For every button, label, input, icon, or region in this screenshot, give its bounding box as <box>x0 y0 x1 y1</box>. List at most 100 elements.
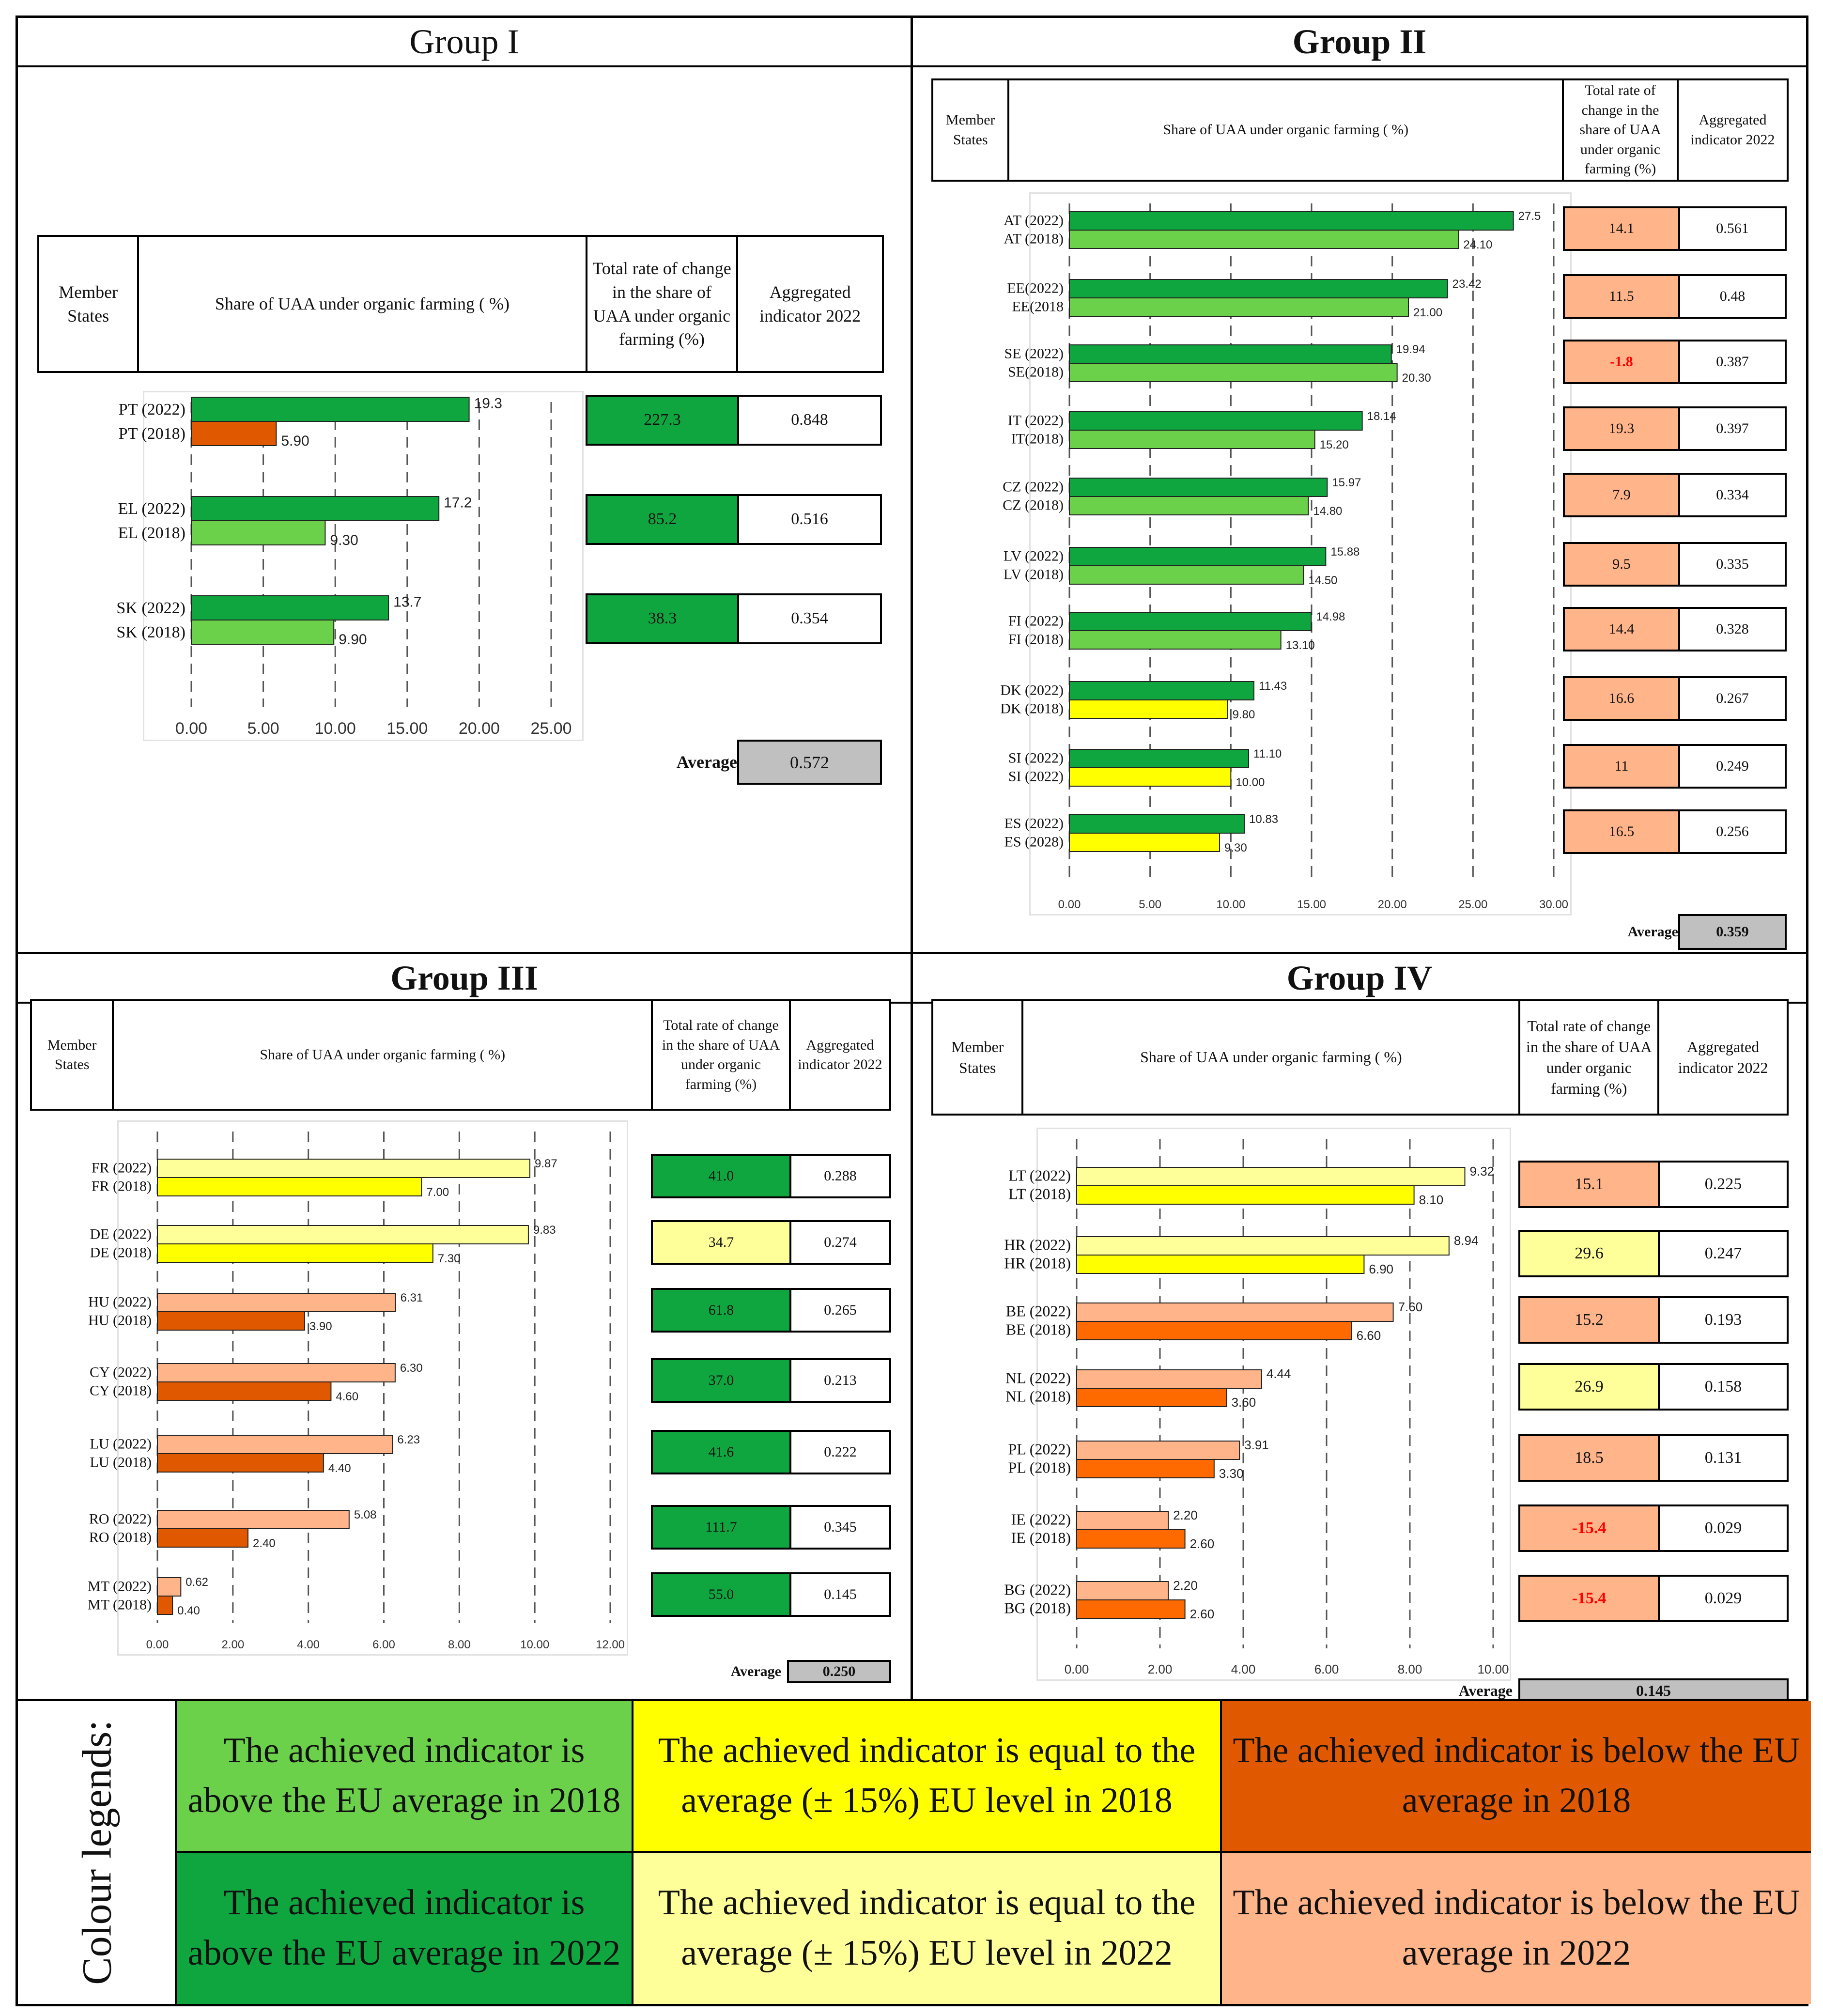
indicator-row: 26.9 0.158 <box>1518 1363 1789 1411</box>
indicator-row: 38.3 0.354 <box>586 593 882 644</box>
group-4-panel: Group IV Member States Share of UAA under… <box>911 952 1808 1703</box>
category-label-2022: SK (2022) <box>116 599 185 617</box>
category-label-2018: AT (2018) <box>1004 231 1064 247</box>
share-header: Share of UAA under organic farming ( %) <box>139 237 587 371</box>
data-label-2022: 10.83 <box>1249 813 1278 826</box>
legend-above-2022: The achieved indicator is above the EU a… <box>177 1852 633 2004</box>
data-label-2018: 14.50 <box>1308 574 1337 587</box>
data-label-2022: 7.60 <box>1398 1300 1423 1314</box>
x-tick-label: 2.00 <box>221 1638 244 1651</box>
category-label-2018: RO (2018) <box>89 1529 152 1545</box>
aggregated-value: 0.249 <box>1716 758 1749 774</box>
indicator-row: 7.9 0.334 <box>1563 473 1787 517</box>
bar-2018 <box>1069 630 1282 650</box>
group-3-panel: Group III Member States Share of UAA unde… <box>15 952 913 1701</box>
group-2-panel: Group II Member States Share of UAA under… <box>911 16 1808 954</box>
indicator-row: 34.7 0.274 <box>651 1220 891 1265</box>
bar-2018 <box>157 1311 305 1331</box>
category-label-2018: DE (2018) <box>90 1244 152 1260</box>
indicator-row: 37.0 0.213 <box>651 1358 891 1403</box>
bar-2018 <box>1069 699 1228 719</box>
legend-equal-2022: The achieved indicator is equal to the a… <box>633 1852 1222 2004</box>
bar-2018 <box>157 1596 173 1615</box>
data-label-2022: 19.94 <box>1396 343 1425 356</box>
category-label-2022: EL (2022) <box>118 500 185 518</box>
category-label-2018: CZ (2018) <box>1003 497 1064 513</box>
data-label-2018: 21.00 <box>1413 306 1442 319</box>
bar-2018 <box>191 620 335 645</box>
x-tick-label: 30.00 <box>1539 898 1568 911</box>
indicator-row: 55.0 0.145 <box>651 1572 891 1617</box>
group-1-panel: Group I Member States Share of UAA under … <box>15 16 913 954</box>
legend-above-2018: The achieved indicator is above the EU a… <box>177 1701 633 1853</box>
data-label-2022: 17.2 <box>444 495 472 511</box>
data-label-2022: 11.10 <box>1253 747 1282 760</box>
bar-chart: 0.00 2.00 4.00 6.00 8.00 10.00 12.00 FR (2022) F… <box>88 1132 625 1651</box>
rate-change-value: 11 <box>1565 746 1680 787</box>
x-tick-label: 15.00 <box>386 719 428 738</box>
data-label-2022: 4.44 <box>1267 1366 1291 1381</box>
member-states-header: Member States <box>933 80 1010 180</box>
colour-legend: Colour legends: The achieved indicator i… <box>15 1699 1811 2006</box>
category-label-2018: MT (2018) <box>88 1597 152 1613</box>
indicator-row: 29.6 0.247 <box>1518 1230 1789 1277</box>
data-label-2018: 13.10 <box>1286 639 1315 652</box>
average-label: Average <box>676 752 737 772</box>
rate-change-value: 18.5 <box>1520 1436 1660 1480</box>
aggregated-value: 0.288 <box>824 1168 857 1184</box>
share-header: Share of UAA under organic farming ( %) <box>1023 1001 1521 1114</box>
indicator-row: 11 0.249 <box>1563 744 1787 789</box>
category-label-2022: BE (2022) <box>1006 1302 1071 1319</box>
bar-2022 <box>1076 1303 1394 1322</box>
aggregated-value: 0.354 <box>791 609 828 627</box>
group-title: Group IV <box>913 954 1806 1004</box>
member-states-header: Member States <box>39 237 139 371</box>
aggregated-value: 0.48 <box>1719 288 1746 304</box>
bar-2022 <box>191 397 470 422</box>
indicator-row: 61.8 0.265 <box>651 1288 891 1333</box>
bar-2022 <box>1076 1369 1262 1389</box>
rate-change-value: 19.3 <box>1565 408 1680 449</box>
share-header: Share of UAA under organic farming ( %) <box>1009 80 1564 180</box>
aggregated-header: Aggregated indicator 2022 <box>1678 1038 1768 1076</box>
category-label-2018: ES (2028) <box>1004 834 1064 850</box>
table-header: Member States Share of UAA under organic … <box>931 78 1789 182</box>
bar-2022 <box>1069 344 1392 364</box>
aggregated-value: 0.848 <box>791 411 828 429</box>
aggregated-header: Aggregated indicator 2022 <box>759 282 861 326</box>
data-label-2022: 2.20 <box>1173 1578 1198 1593</box>
aggregated-value: 0.328 <box>1716 621 1749 637</box>
bar-2018 <box>1069 430 1315 449</box>
data-label-2018: 6.90 <box>1369 1262 1393 1276</box>
table-header: Member States Share of UAA under organic … <box>37 235 884 373</box>
data-label-2018: 7.30 <box>438 1252 461 1265</box>
legend-title: Colour legends: <box>18 1701 177 2004</box>
aggregated-value: 0.345 <box>824 1519 857 1535</box>
aggregated-value: 0.274 <box>824 1234 857 1250</box>
category-label-2022: EE(2022) <box>1007 280 1064 296</box>
rate-change-value: 38.3 <box>587 595 739 642</box>
category-label-2022: CY (2022) <box>90 1364 152 1380</box>
aggregated-value: 0.335 <box>1716 556 1749 572</box>
data-label-2022: 9.83 <box>533 1224 556 1237</box>
x-tick-label: 25.00 <box>1458 898 1487 911</box>
share-header: Share of UAA under organic farming ( %) <box>114 1001 653 1109</box>
indicator-row: 16.5 0.256 <box>1563 809 1787 854</box>
category-label-2022: ES (2022) <box>1004 815 1064 831</box>
data-label-2018: 8.10 <box>1419 1193 1444 1207</box>
category-label-2018: BG (2018) <box>1004 1599 1071 1616</box>
data-label-2022: 6.31 <box>401 1291 423 1304</box>
rate-change-value: 14.4 <box>1565 609 1680 650</box>
category-label-2022: LV (2022) <box>1004 548 1064 564</box>
aggregated-value: 0.516 <box>791 510 828 528</box>
data-label-2018: 3.60 <box>1232 1395 1256 1410</box>
bar-2018 <box>1069 833 1220 852</box>
x-tick-label: 0.00 <box>1065 1662 1089 1676</box>
rate-change-value: 41.0 <box>653 1156 791 1196</box>
data-label-2018: 4.40 <box>328 1462 351 1475</box>
rate-change-value: 41.6 <box>653 1432 791 1473</box>
bar-2022 <box>157 1510 350 1529</box>
data-label-2022: 9.32 <box>1470 1164 1495 1179</box>
indicator-row: 85.2 0.516 <box>586 494 882 545</box>
bar-2018 <box>157 1243 433 1263</box>
